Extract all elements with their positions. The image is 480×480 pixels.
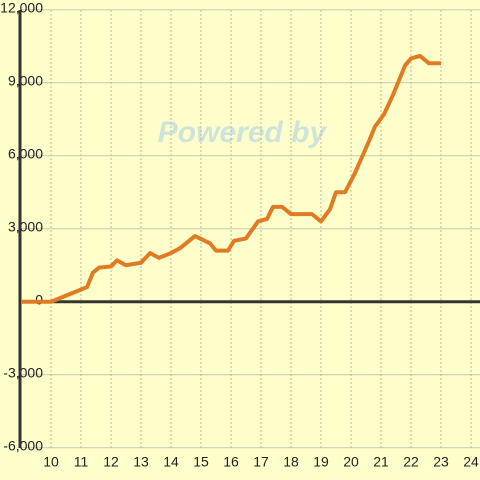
x-tick-label: 16 [223, 454, 239, 470]
x-tick-label: 22 [403, 454, 419, 470]
watermark: Powered by [158, 116, 328, 149]
y-tick-label: 9,000 [8, 72, 43, 88]
x-tick-label: 10 [43, 454, 59, 470]
x-tick-label: 13 [133, 454, 149, 470]
x-tick-label: 20 [343, 454, 359, 470]
line [21, 53, 441, 304]
x-tick-label: 15 [193, 454, 209, 470]
y-tick-label: -6,000 [3, 437, 43, 453]
x-tick-label: 17 [253, 454, 269, 470]
x-tick-label: 24 [463, 454, 479, 470]
x-tick-label: 14 [163, 454, 179, 470]
x-tick-label: 18 [283, 454, 299, 470]
y-tick-label: 3,000 [8, 218, 43, 234]
y-tick-label: 6,000 [8, 145, 43, 161]
x-tick-label: 23 [433, 454, 449, 470]
x-tick-label: 21 [373, 454, 389, 470]
y-tick-label: 12,000 [0, 0, 43, 15]
x-tick-label: 19 [313, 454, 329, 470]
y-tick-label: 0 [35, 291, 43, 307]
x-tick-label: 11 [74, 454, 89, 470]
y-tick-label: -3,000 [3, 364, 43, 380]
x-tick-label: 12 [103, 454, 119, 470]
